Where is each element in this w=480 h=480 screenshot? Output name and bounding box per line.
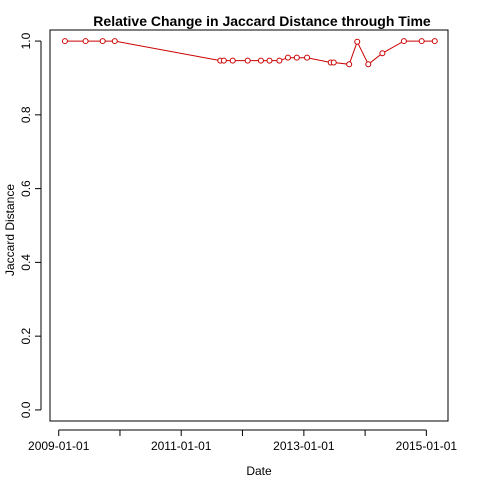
y-axis-label: Jaccard Distance — [3, 184, 17, 276]
data-point — [365, 61, 372, 68]
data-point — [379, 50, 386, 57]
data-point — [61, 38, 68, 45]
x-tick-label: 2009-01-01 — [28, 439, 90, 453]
data-point — [266, 57, 273, 64]
series-layer — [61, 38, 438, 68]
x-tick-label: 2013-01-01 — [273, 439, 335, 453]
plot-area-frame — [49, 29, 449, 422]
data-point — [220, 57, 227, 64]
x-tick-label: 2015-01-01 — [396, 439, 458, 453]
y-tick-label: 0.4 — [19, 254, 33, 271]
chart-title: Relative Change in Jaccard Distance thro… — [93, 13, 431, 29]
data-point — [304, 54, 311, 61]
y-tick-label: 0.6 — [19, 180, 33, 197]
x-tick-label: 2011-01-01 — [151, 439, 212, 453]
x-axis: 2009-01-01 2011-01-01 2013-01-01 2015-01-01 — [28, 429, 458, 453]
data-point — [244, 57, 251, 64]
data-point — [257, 57, 264, 64]
y-tick-label: 1.0 — [19, 32, 33, 49]
x-axis-label: Date — [246, 464, 272, 478]
data-point — [82, 38, 89, 45]
data-point — [293, 54, 300, 61]
y-tick-label: 0.0 — [19, 401, 33, 418]
data-point — [330, 59, 337, 66]
y-tick-label: 0.2 — [19, 327, 33, 344]
data-point — [431, 38, 438, 45]
data-point — [418, 38, 425, 45]
data-point — [400, 38, 407, 45]
data-point — [346, 61, 353, 68]
data-point — [229, 57, 236, 64]
y-tick-label: 0.8 — [19, 106, 33, 123]
data-point — [354, 38, 361, 45]
data-point — [111, 38, 118, 45]
data-point — [276, 57, 283, 64]
y-axis: 0.0 0.2 0.4 0.6 0.8 1.0 — [19, 32, 42, 418]
data-point — [284, 54, 291, 61]
data-point — [99, 38, 106, 45]
